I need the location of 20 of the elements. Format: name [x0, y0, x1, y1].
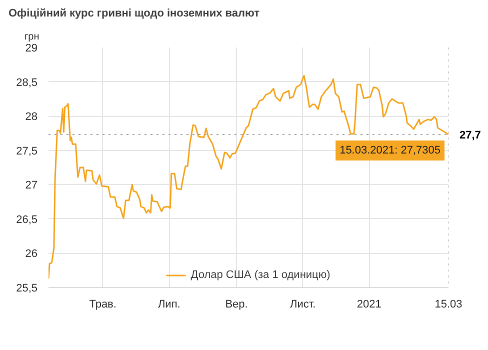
chart-title: Офіційний курс гривні щодо іноземних валют — [8, 8, 260, 20]
x-tick-label: 2021 — [356, 298, 382, 310]
legend-label: Долар США (за 1 одиницю) — [190, 269, 330, 281]
y-tick-label: 29 — [25, 42, 38, 54]
x-tick-label: Лист. — [290, 298, 316, 310]
x-tick-label: 15.03 — [434, 298, 462, 310]
y-tick-label: 25,5 — [16, 282, 38, 294]
annotation: 15.03.2021: 27,7305 — [340, 144, 441, 157]
line-series — [48, 74, 448, 280]
x-tick-label: Лип. — [158, 298, 180, 310]
ref-line-label: 27,7 — [460, 130, 481, 142]
y-tick-label: 28 — [25, 111, 38, 124]
y-tick-label: 28,5 — [16, 76, 38, 89]
x-tick-label: Трав. — [89, 298, 116, 310]
y-tick-label: 27 — [25, 180, 38, 192]
y-tick-label: 26 — [25, 248, 38, 260]
y-tick-label: 26,5 — [16, 214, 38, 226]
y-axis-title: грн — [24, 32, 40, 42]
x-tick-label: Вер. — [225, 298, 248, 310]
y-tick-label: 27,5 — [16, 145, 38, 158]
